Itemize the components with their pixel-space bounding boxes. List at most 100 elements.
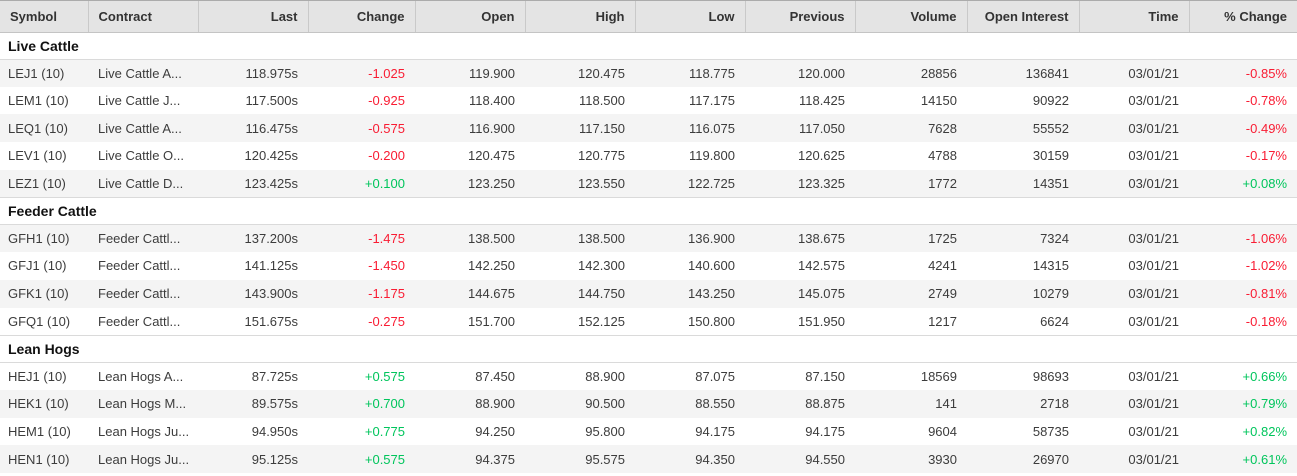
low-cell: 150.800 xyxy=(635,307,745,336)
open-cell: 119.900 xyxy=(415,59,525,87)
symbol-cell[interactable]: LEV1 (10) xyxy=(0,142,88,170)
open-interest-cell: 90922 xyxy=(967,86,1079,115)
last-cell: 141.125s xyxy=(198,252,308,280)
open-interest-cell: 14351 xyxy=(967,169,1079,198)
column-header-time[interactable]: Time xyxy=(1078,1,1189,33)
column-header-previous[interactable]: Previous xyxy=(744,1,855,33)
high-cell: 120.475 xyxy=(525,59,635,87)
open-cell: 142.250 xyxy=(415,252,525,280)
change-cell: +0.775 xyxy=(308,417,415,446)
last-cell: 137.200s xyxy=(198,224,308,253)
change-cell: -1.025 xyxy=(308,59,415,87)
symbol-cell[interactable]: HEN1 (10) xyxy=(0,445,88,473)
low-cell: 118.775 xyxy=(635,59,745,87)
previous-cell: 87.150 xyxy=(745,362,855,390)
column-header-low[interactable]: Low xyxy=(634,1,745,33)
volume-cell: 4788 xyxy=(855,142,967,170)
high-cell: 142.300 xyxy=(525,252,635,280)
symbol-cell[interactable]: LEQ1 (10) xyxy=(0,114,88,143)
last-cell: 123.425s xyxy=(198,169,308,198)
high-cell: 95.575 xyxy=(525,445,635,473)
table-row: LEV1 (10) Live Cattle O... 120.425s -0.200 1… xyxy=(0,142,1297,170)
low-cell: 88.550 xyxy=(635,389,745,418)
table-header: Symbol Contract Last Change Open High Low Previ… xyxy=(0,1,1297,33)
symbol-cell[interactable]: HEJ1 (10) xyxy=(0,362,88,390)
change-cell: +0.700 xyxy=(308,389,415,418)
column-header-open-interest[interactable]: Open Interest xyxy=(966,1,1079,33)
low-cell: 94.175 xyxy=(635,417,745,446)
volume-cell: 141 xyxy=(855,389,967,418)
column-header-pct-change[interactable]: % Change xyxy=(1188,1,1297,33)
contract-cell: Live Cattle J... xyxy=(88,86,198,115)
change-cell: +0.575 xyxy=(308,445,415,473)
low-cell: 122.725 xyxy=(635,169,745,198)
low-cell: 143.250 xyxy=(635,279,745,308)
time-cell: 03/01/21 xyxy=(1079,362,1189,390)
pct-change-cell: -0.81% xyxy=(1189,279,1297,308)
last-cell: 95.125s xyxy=(198,445,308,473)
open-cell: 144.675 xyxy=(415,279,525,308)
pct-change-cell: -1.02% xyxy=(1189,252,1297,280)
column-header-change[interactable]: Change xyxy=(307,1,415,33)
volume-cell: 1217 xyxy=(855,307,967,336)
contract-cell: Lean Hogs Ju... xyxy=(88,417,198,446)
time-cell: 03/01/21 xyxy=(1079,252,1189,280)
symbol-cell[interactable]: HEK1 (10) xyxy=(0,389,88,418)
table-row: HEK1 (10) Lean Hogs M... 89.575s +0.700 88.9… xyxy=(0,389,1297,418)
low-cell: 140.600 xyxy=(635,252,745,280)
change-cell: -0.275 xyxy=(308,307,415,336)
table-row: LEZ1 (10) Live Cattle D... 123.425s +0.100 1… xyxy=(0,169,1297,198)
column-header-last[interactable]: Last xyxy=(197,1,308,33)
time-cell: 03/01/21 xyxy=(1079,307,1189,336)
time-cell: 03/01/21 xyxy=(1079,114,1189,143)
table-row: LEM1 (10) Live Cattle J... 117.500s -0.925 1… xyxy=(0,86,1297,115)
section-title: Live Cattle xyxy=(0,31,1297,60)
symbol-cell[interactable]: GFH1 (10) xyxy=(0,224,88,253)
symbol-cell[interactable]: HEM1 (10) xyxy=(0,417,88,446)
section-header-live-cattle: Live Cattle xyxy=(0,31,1297,60)
table-row: GFK1 (10) Feeder Cattl... 143.900s -1.175 14… xyxy=(0,279,1297,308)
high-cell: 95.800 xyxy=(525,417,635,446)
volume-cell: 28856 xyxy=(855,59,967,87)
volume-cell: 1725 xyxy=(855,224,967,253)
open-cell: 123.250 xyxy=(415,169,525,198)
open-interest-cell: 55552 xyxy=(967,114,1079,143)
table-body: Live Cattle LEJ1 (10) Live Cattle A... 118.… xyxy=(0,31,1297,473)
previous-cell: 94.550 xyxy=(745,445,855,473)
last-cell: 89.575s xyxy=(198,389,308,418)
symbol-cell[interactable]: GFK1 (10) xyxy=(0,279,88,308)
previous-cell: 88.875 xyxy=(745,389,855,418)
contract-cell: Lean Hogs M... xyxy=(88,389,198,418)
symbol-cell[interactable]: LEM1 (10) xyxy=(0,86,88,115)
previous-cell: 118.425 xyxy=(745,86,855,115)
last-cell: 94.950s xyxy=(198,417,308,446)
open-interest-cell: 2718 xyxy=(967,389,1079,418)
pct-change-cell: +0.08% xyxy=(1189,169,1297,198)
symbol-cell[interactable]: GFJ1 (10) xyxy=(0,252,88,280)
table-row: LEQ1 (10) Live Cattle A... 116.475s -0.575 1… xyxy=(0,114,1297,143)
low-cell: 136.900 xyxy=(635,224,745,253)
table-row: HEJ1 (10) Lean Hogs A... 87.725s +0.575 87.4… xyxy=(0,362,1297,390)
symbol-cell[interactable]: GFQ1 (10) xyxy=(0,307,88,336)
column-header-open[interactable]: Open xyxy=(414,1,525,33)
pct-change-cell: -0.78% xyxy=(1189,86,1297,115)
time-cell: 03/01/21 xyxy=(1079,59,1189,87)
symbol-cell[interactable]: LEZ1 (10) xyxy=(0,169,88,198)
open-cell: 94.250 xyxy=(415,417,525,446)
symbol-cell[interactable]: LEJ1 (10) xyxy=(0,59,88,87)
contract-cell: Feeder Cattl... xyxy=(88,224,198,253)
open-cell: 94.375 xyxy=(415,445,525,473)
previous-cell: 94.175 xyxy=(745,417,855,446)
column-header-contract[interactable]: Contract xyxy=(87,1,198,33)
low-cell: 119.800 xyxy=(635,142,745,170)
open-interest-cell: 30159 xyxy=(967,142,1079,170)
last-cell: 118.975s xyxy=(198,59,308,87)
column-header-high[interactable]: High xyxy=(524,1,635,33)
contract-cell: Live Cattle D... xyxy=(88,169,198,198)
open-interest-cell: 6624 xyxy=(967,307,1079,336)
table-row: LEJ1 (10) Live Cattle A... 118.975s -1.025 1… xyxy=(0,59,1297,87)
table-row: GFH1 (10) Feeder Cattl... 137.200s -1.475 13… xyxy=(0,224,1297,253)
column-header-symbol[interactable]: Symbol xyxy=(0,1,88,33)
column-header-volume[interactable]: Volume xyxy=(854,1,967,33)
